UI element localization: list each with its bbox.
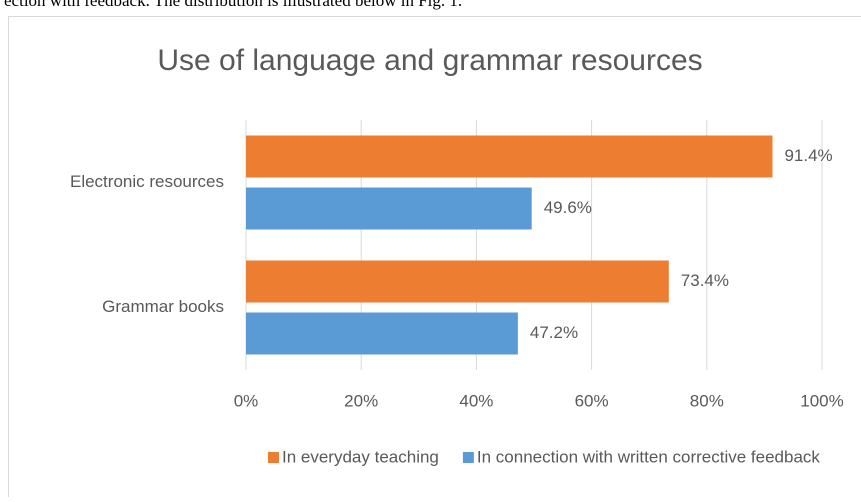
x-tick-label: 0% [234,391,259,410]
y-tick-label: Electronic resources [70,172,224,191]
y-tick-label: Grammar books [102,297,224,316]
data-label: 49.6% [544,198,592,217]
data-label: 91.4% [784,146,832,165]
legend-label: In everyday teaching [282,447,439,466]
bar [246,261,669,303]
x-tick-label: 40% [459,391,493,410]
bar [246,136,772,178]
chart-border [9,17,861,498]
x-tick-label: 100% [800,391,843,410]
data-label: 47.2% [530,323,578,342]
legend-swatch [463,452,474,463]
bar [246,313,518,355]
bar [246,188,532,230]
x-tick-label: 80% [690,391,724,410]
legend-swatch [268,452,279,463]
x-tick-label: 20% [344,391,378,410]
data-label: 73.4% [681,271,729,290]
chart-title: Use of language and grammar resources [157,44,702,77]
legend-label: In connection with written corrective fe… [477,447,821,466]
text-above: ection with feedback. The distribution i… [4,0,462,10]
x-tick-label: 60% [575,391,609,410]
